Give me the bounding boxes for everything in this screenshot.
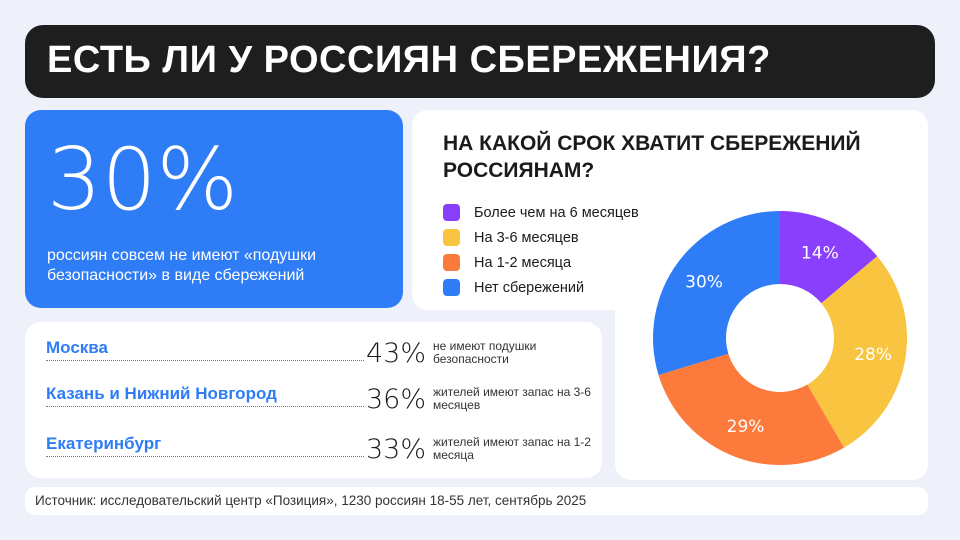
dotted-divider xyxy=(46,360,364,361)
legend-swatch xyxy=(443,204,460,221)
legend-swatch xyxy=(443,229,460,246)
data-label: 30% xyxy=(685,273,723,293)
legend-label: На 3-6 месяцев xyxy=(474,229,579,246)
highlight-value: 30% xyxy=(47,130,239,230)
city-value: 43% xyxy=(366,338,427,369)
city-desc: жителей имеют запас на 1-2 месяца xyxy=(433,435,591,462)
legend-label: На 1-2 месяца xyxy=(474,254,572,271)
city-desc: жителей имеют запас на 3-6 месяцев xyxy=(433,385,591,412)
legend-swatch xyxy=(443,254,460,271)
highlight-card: 30% россиян совсем не имеют «подушки без… xyxy=(25,110,403,308)
cities-card xyxy=(25,322,602,478)
city-row: Казань и Нижний Новгород 36% жителей имеют… xyxy=(46,384,591,430)
source-note: Источник: исследовательский центр «Позиц… xyxy=(25,487,928,515)
city-value: 33% xyxy=(366,434,427,465)
page-title: ЕСТЬ ЛИ У РОССИЯН СБЕРЕЖЕНИЯ? xyxy=(25,25,935,98)
cities-list: Москва 43% не имеют подушки безопасности К… xyxy=(46,338,591,480)
city-row: Екатеринбург 33% жителей имеют запас на 1-… xyxy=(46,434,591,480)
city-desc: не имеют подушки безопасности xyxy=(433,339,537,366)
city-name: Екатеринбург xyxy=(46,434,162,453)
data-label: 28% xyxy=(854,345,892,365)
chart-title: НА КАКОЙ СРОК ХВАТИТ СБЕРЕЖЕНИЙ РОССИЯНА… xyxy=(443,132,861,182)
legend-label: Более чем на 6 месяцев xyxy=(474,204,639,221)
dotted-divider xyxy=(46,456,364,457)
city-name: Казань и Нижний Новгород xyxy=(46,384,277,403)
legend-item: На 3-6 месяцев xyxy=(443,225,639,250)
legend-item: Нет сбережений xyxy=(443,275,639,300)
data-label: 29% xyxy=(727,417,765,437)
dotted-divider xyxy=(46,406,364,407)
donut-slice xyxy=(807,256,908,448)
donut-slice xyxy=(653,211,780,375)
legend-item: Более чем на 6 месяцев xyxy=(443,200,639,225)
data-label: 14% xyxy=(801,243,839,263)
legend-label: Нет сбережений xyxy=(474,279,585,296)
legend-item: На 1-2 месяца xyxy=(443,250,639,275)
city-value: 36% xyxy=(366,384,427,415)
city-name: Москва xyxy=(46,338,108,357)
city-row: Москва 43% не имеют подушки безопасности xyxy=(46,338,591,384)
legend-swatch xyxy=(443,279,460,296)
donut-slice xyxy=(658,353,845,466)
donut-slice xyxy=(780,211,878,304)
highlight-text: россиян совсем не имеют «подушки безопас… xyxy=(47,247,317,284)
chart-legend: Более чем на 6 месяцев На 3-6 месяцев На… xyxy=(443,200,639,300)
